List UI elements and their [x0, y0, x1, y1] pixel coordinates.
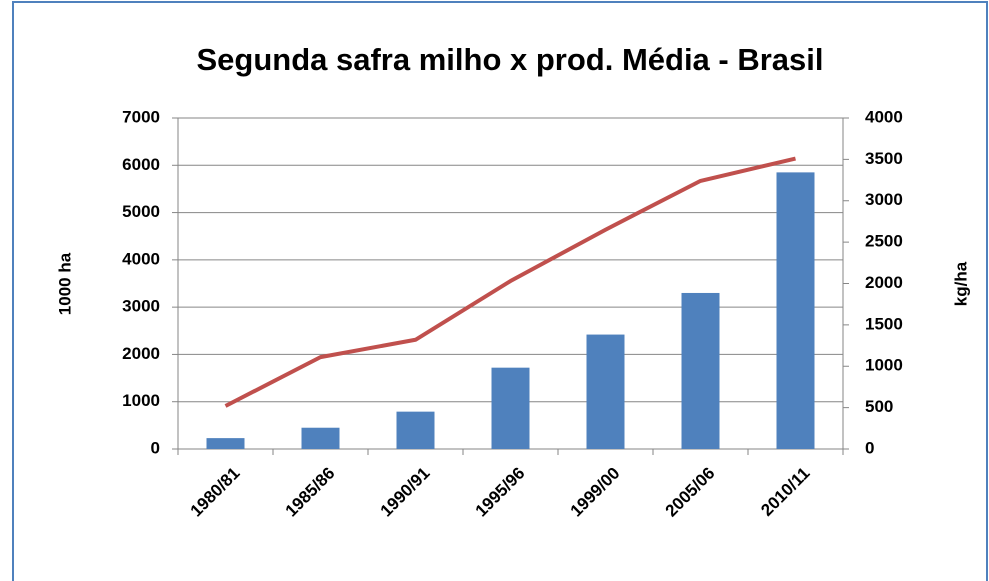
x-tick-label: 1999/00	[567, 464, 624, 521]
bar	[586, 334, 625, 449]
y-tick-label: 3000	[122, 297, 160, 316]
y2-tick-label: 4000	[865, 107, 903, 126]
y2-tick-label: 0	[865, 438, 874, 457]
y2-tick-label: 2000	[865, 273, 903, 292]
bar	[206, 438, 245, 449]
bar	[396, 411, 435, 449]
y2-tick-label: 1500	[865, 314, 903, 333]
bar	[491, 367, 530, 449]
y2-axis-title: kg/ha	[951, 261, 970, 306]
bar	[776, 172, 815, 449]
y-tick-label: 6000	[122, 155, 160, 174]
line	[224, 156, 796, 408]
x-tick-label: 1995/96	[472, 464, 529, 521]
x-tick-label: 1990/91	[377, 464, 434, 521]
x-tick-label: 2010/11	[757, 464, 813, 520]
x-tick-label: 1985/86	[282, 464, 339, 521]
y-axis-title: 1000 ha	[55, 252, 74, 315]
y2-tick-label: 1000	[865, 356, 903, 375]
y2-tick-label: 3000	[865, 190, 903, 209]
bar	[301, 427, 340, 449]
y-tick-label: 1000	[122, 391, 160, 410]
frame	[12, 1, 988, 581]
y-tick-label: 5000	[122, 202, 160, 221]
y2-tick-label: 3500	[865, 149, 903, 168]
x-tick-label: 2005/06	[662, 464, 719, 521]
y2-tick-label: 500	[865, 397, 893, 416]
y-tick-label: 2000	[122, 344, 160, 363]
chart-title: Segunda safra milho x prod. Média - Bras…	[196, 42, 823, 77]
y-tick-label: 7000	[122, 107, 160, 126]
y-tick-label: 0	[151, 438, 160, 457]
y2-tick-label: 2500	[865, 232, 903, 251]
x-tick-label: 1980/81	[187, 464, 244, 521]
y-tick-label: 4000	[122, 249, 160, 268]
bar	[681, 292, 720, 449]
